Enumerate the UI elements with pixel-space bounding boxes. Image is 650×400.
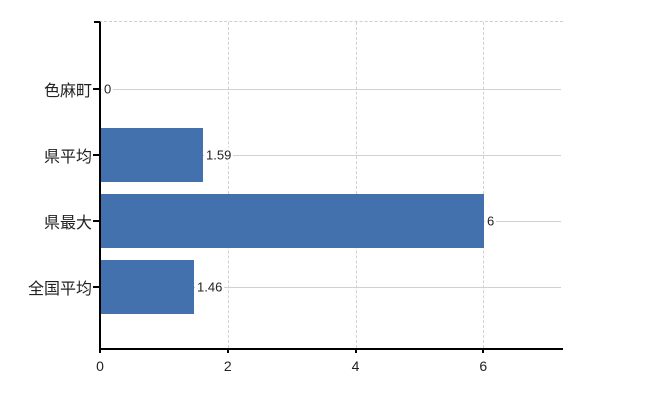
value-label: 1.46 [195, 279, 225, 295]
x-gridline [227, 22, 229, 348]
value-label: 6 [485, 213, 497, 229]
x-axis-tick-label: 6 [479, 358, 488, 374]
y-gridline [101, 287, 561, 288]
category-label: 県最大 [43, 215, 92, 232]
bar [101, 194, 484, 248]
x-axis-tick [99, 348, 101, 353]
x-axis-tick-label: 2 [223, 358, 232, 374]
bar [101, 128, 203, 182]
bar [101, 260, 194, 314]
x-gridline [355, 22, 357, 348]
x-axis-tick [354, 348, 357, 353]
y-gridline [101, 89, 561, 90]
value-label: 0 [102, 81, 114, 97]
category-label: 色麻町 [43, 83, 92, 100]
x-axis-tick [226, 348, 229, 353]
y-axis-tick [93, 220, 99, 222]
y-axis-tick [93, 286, 99, 288]
y-axis-tick [93, 154, 99, 156]
plot-area [99, 21, 563, 350]
x-axis-tick [482, 348, 485, 353]
category-label: 県平均 [43, 149, 92, 166]
x-gridline [483, 22, 485, 348]
value-label: 1.59 [204, 147, 234, 163]
y-axis-top-tick [94, 21, 100, 23]
category-label: 全国平均 [27, 281, 92, 298]
x-axis-tick-label: 0 [96, 358, 104, 374]
y-axis-tick [93, 88, 99, 90]
x-axis-tick-label: 4 [351, 358, 360, 374]
y-gridline [101, 155, 561, 156]
